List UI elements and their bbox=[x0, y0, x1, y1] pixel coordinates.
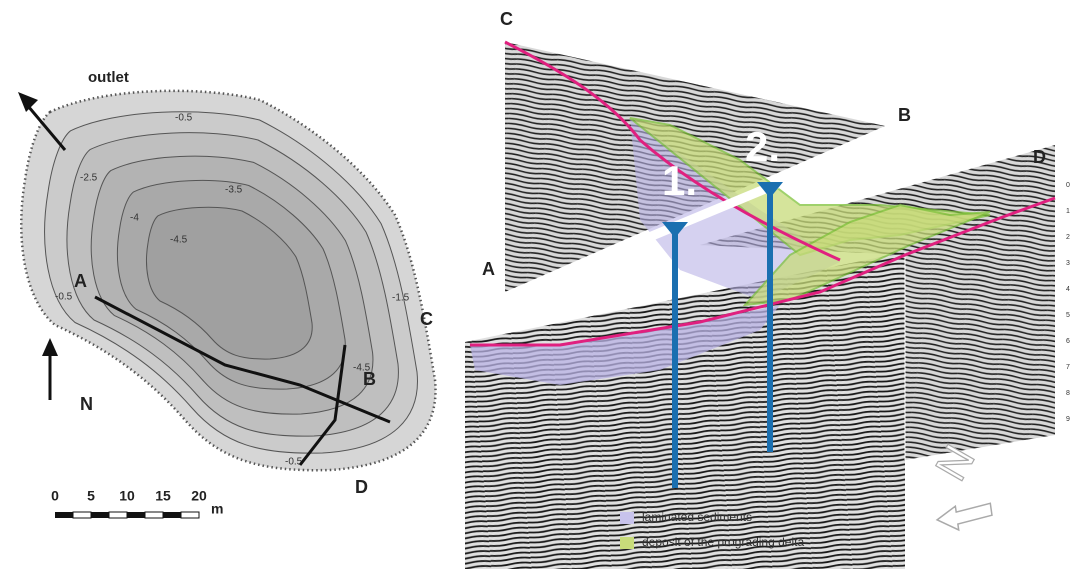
scale-unit: m bbox=[211, 501, 223, 517]
scale-segment bbox=[145, 512, 163, 518]
legend-swatch bbox=[620, 537, 634, 549]
north-arrowhead bbox=[42, 338, 58, 356]
contour-label: -0.5 bbox=[285, 457, 303, 468]
depth-tick-label: 5 bbox=[1066, 312, 1070, 319]
scale-segment bbox=[127, 512, 145, 518]
scale-segment bbox=[181, 512, 199, 518]
compass-arrow bbox=[936, 501, 994, 532]
profile-end-label: D bbox=[1033, 147, 1046, 167]
depth-tick-label: 9 bbox=[1066, 416, 1070, 423]
point-label: D bbox=[355, 477, 368, 497]
scale-segment bbox=[163, 512, 181, 518]
outlet-arrowhead bbox=[18, 92, 38, 112]
point-label: B bbox=[363, 369, 376, 389]
contour-label: -4.5 bbox=[170, 235, 188, 246]
scale-segment bbox=[55, 512, 73, 518]
contour-label: -2.5 bbox=[80, 173, 98, 184]
legend-swatch bbox=[620, 512, 634, 524]
depth-tick-label: 3 bbox=[1066, 260, 1070, 267]
scale-segment bbox=[91, 512, 109, 518]
point-label: C bbox=[420, 309, 433, 329]
core-number: 1. bbox=[662, 157, 697, 204]
legend-label: deposit of the prograding delta bbox=[642, 535, 804, 549]
figure: -0.5-2.5-3.5-4-4.5-1.5-4.5-0.5-0.5 outle… bbox=[0, 0, 1079, 569]
scale-label: 15 bbox=[155, 488, 171, 504]
depth-tick-label: 7 bbox=[1066, 364, 1070, 371]
depth-axis: 0 1 2 3 4 5 6 7 8 9 bbox=[1066, 182, 1070, 423]
core-number: 2. bbox=[745, 123, 780, 170]
contour-label: -0.5 bbox=[175, 113, 193, 124]
scale-segment bbox=[73, 512, 91, 518]
contour-label: -1.5 bbox=[392, 293, 410, 304]
scale-segment bbox=[109, 512, 127, 518]
depth-tick-label: 8 bbox=[1066, 390, 1070, 397]
outlet-label: outlet bbox=[88, 69, 129, 86]
depth-tick-label: 4 bbox=[1066, 286, 1070, 293]
depth-tick-label: 1 bbox=[1066, 208, 1070, 215]
profile-end-label: A bbox=[482, 259, 495, 279]
scale-label: 5 bbox=[87, 488, 95, 504]
depth-tick-label: 6 bbox=[1066, 338, 1070, 345]
legend-label: laminated sediments bbox=[642, 510, 752, 524]
contour-label: -4 bbox=[130, 213, 139, 224]
scale-bar: 0 5 10 15 20m bbox=[51, 488, 223, 518]
profile-end-label: B bbox=[898, 105, 911, 125]
depth-tick-label: 2 bbox=[1066, 234, 1070, 241]
north-label: N bbox=[80, 394, 93, 414]
point-label: A bbox=[74, 271, 87, 291]
bathymetric-map: -0.5-2.5-3.5-4-4.5-1.5-4.5-0.5-0.5 outle… bbox=[18, 69, 436, 518]
depth-tick-label: 0 bbox=[1066, 182, 1070, 189]
contour-label: -3.5 bbox=[225, 185, 243, 196]
contour-label: -0.5 bbox=[55, 292, 73, 303]
profile-end-label: C bbox=[500, 9, 513, 29]
compass bbox=[936, 501, 994, 532]
scale-label: 20 bbox=[191, 488, 207, 504]
scale-label: 0 bbox=[51, 488, 59, 504]
scale-label: 10 bbox=[119, 488, 135, 504]
